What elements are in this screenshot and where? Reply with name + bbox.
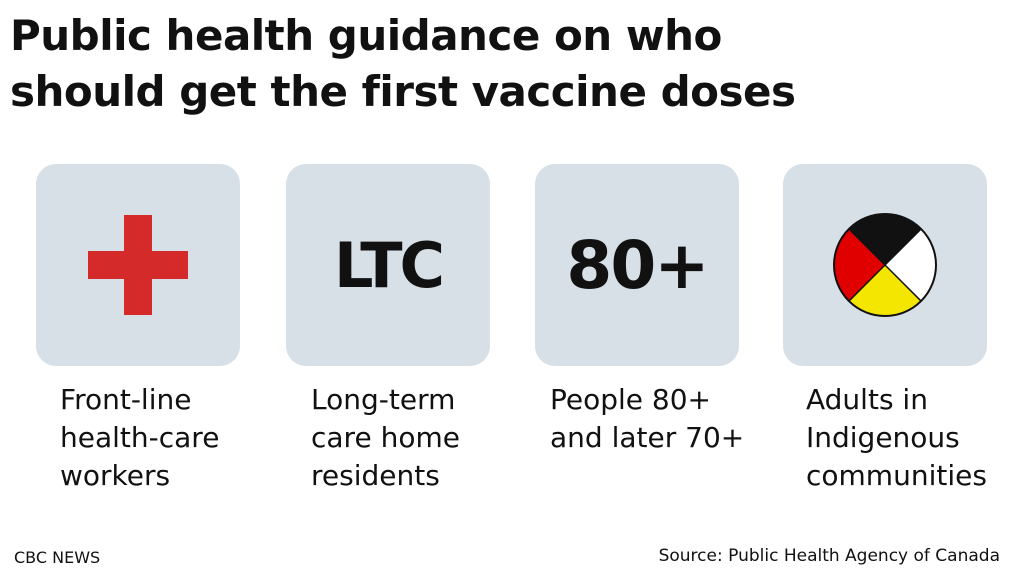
brand-label: CBC NEWS — [14, 548, 101, 567]
title-line-2: should get the first vaccine doses — [10, 67, 796, 116]
eighty-plus-label: 80+ — [566, 226, 709, 304]
caption-line: Indigenous — [806, 421, 960, 454]
source-credit: Source: Public Health Agency of Canada — [658, 546, 1000, 566]
title-line-1: Public health guidance on who — [10, 11, 722, 60]
medicine-wheel-icon — [833, 213, 937, 317]
caption-line: workers — [60, 459, 171, 492]
card-long-term-care: LTC — [286, 164, 490, 366]
caption-line: Front-line — [60, 383, 192, 416]
caption-indigenous-communities: Adults in Indigenous communities — [806, 381, 1024, 495]
caption-line: People 80+ — [550, 383, 712, 416]
caption-line: health-care — [60, 421, 220, 454]
card-indigenous-communities — [783, 164, 987, 366]
caption-line: Adults in — [806, 383, 928, 416]
caption-line: care home — [311, 421, 460, 454]
caption-line: communities — [806, 459, 987, 492]
card-people-80-plus: 80+ — [535, 164, 739, 366]
ltc-label: LTC — [333, 228, 445, 302]
caption-line: residents — [311, 459, 440, 492]
card-front-line-workers — [36, 164, 240, 366]
page-title: Public health guidance on who should get… — [10, 8, 1010, 120]
caption-front-line-workers: Front-line health-care workers — [60, 381, 280, 495]
caption-line: and later 70+ — [550, 421, 745, 454]
caption-line: Long-term — [311, 383, 456, 416]
caption-people-80-plus: People 80+ and later 70+ — [550, 381, 770, 457]
red-cross-icon — [88, 215, 188, 315]
caption-long-term-care: Long-term care home residents — [311, 381, 531, 495]
